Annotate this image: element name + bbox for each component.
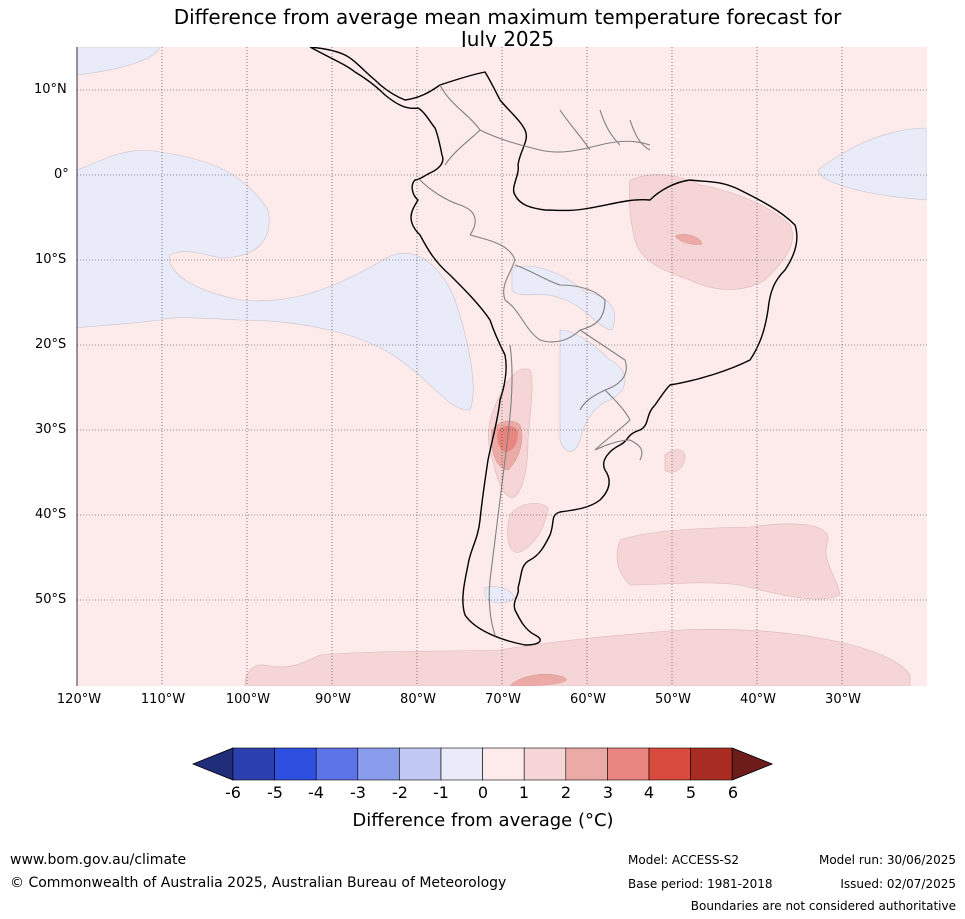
lat-label-10s: 10°S <box>35 252 67 267</box>
map-title-line1: Difference from average mean maximum tem… <box>173 5 842 29</box>
pos-region-ne-brazil <box>628 174 793 290</box>
map-title-line2: July 2025 <box>460 27 555 51</box>
colorbar-arrow-high <box>731 747 774 781</box>
anomaly-regions-1-to-2 <box>244 174 911 686</box>
lat-label-40s: 40°S <box>35 507 67 522</box>
lon-label-30w: 30°W <box>825 692 861 707</box>
border-argentina-brazil <box>594 389 631 451</box>
pos23-region-ne-brazil-spot <box>674 234 703 245</box>
lon-label-100w: 100°W <box>225 692 271 707</box>
colorbar-segment <box>565 747 608 781</box>
graticule <box>77 47 927 686</box>
footer-model-run: Model run: 30/06/2025 <box>818 853 956 867</box>
neg-region-top-left <box>77 47 161 76</box>
anomaly-regions-negative <box>77 47 927 604</box>
pos-region-southern-ocean <box>244 629 911 686</box>
colorbar-label: Difference from average (°C) <box>352 810 614 831</box>
colorbar-segment <box>607 747 650 781</box>
colorbar-segment <box>399 747 442 781</box>
pos23-region-southern-ocean <box>509 674 567 686</box>
border-uruguay <box>594 439 643 461</box>
lat-label-10n: 10°N <box>34 82 67 97</box>
border-guianas <box>559 109 651 151</box>
footer-model: Model: ACCESS-S2 <box>628 853 740 867</box>
colorbar-segment <box>274 747 317 781</box>
border-bolivia <box>504 264 606 343</box>
country-borders <box>419 84 651 636</box>
lat-label-20s: 20°S <box>35 337 67 352</box>
colorbar-tick-3: 3 <box>602 783 614 802</box>
footer-copyright: © Commonwealth of Australia 2025, Austra… <box>10 875 507 891</box>
pos-region-argentina <box>507 502 549 553</box>
colorbar-tick-neg6: -6 <box>225 783 241 802</box>
colorbar-segment <box>440 747 483 781</box>
colorbar-tick-1: 1 <box>518 783 530 802</box>
lon-label-110w: 110°W <box>140 692 186 707</box>
pos-region-south-atlantic <box>616 523 841 600</box>
lon-label-80w: 80°W <box>400 692 436 707</box>
colorbar-tick-neg4: -4 <box>308 783 324 802</box>
neg-region-atlantic <box>817 127 927 201</box>
colorbar-segment <box>315 747 359 781</box>
colorbar-tick-2: 2 <box>560 783 572 802</box>
pos-region-uruguay-coast <box>664 449 686 473</box>
colorbar-tick-6: 6 <box>727 783 739 802</box>
lon-label-70w: 70°W <box>485 692 521 707</box>
colorbar <box>191 747 774 781</box>
colorbar-segment <box>523 747 567 781</box>
neg-region-east-pacific <box>77 150 474 411</box>
lat-label-30s: 30°S <box>35 422 67 437</box>
colorbar-arrow-low <box>191 747 234 781</box>
footer-issued: Issued: 02/07/2025 <box>840 877 956 891</box>
lon-label-40w: 40°W <box>740 692 776 707</box>
lat-label-50s: 50°S <box>35 592 67 607</box>
lon-label-120w: 120°W <box>56 692 102 707</box>
colorbar-tick-4: 4 <box>643 783 655 802</box>
footer-base-period: Base period: 1981-2018 <box>628 877 773 891</box>
colorbar-tick-neg2: -2 <box>392 783 408 802</box>
colorbar-segment <box>232 747 275 781</box>
border-chile-argentina <box>488 344 513 636</box>
colorbar-segment <box>482 747 525 781</box>
colorbar-segment <box>357 747 400 781</box>
colorbar-tick-5: 5 <box>685 783 697 802</box>
colorbar-tick-neg1: -1 <box>433 783 449 802</box>
colorbar-segment <box>648 747 691 781</box>
footer-url[interactable]: www.bom.gov.au/climate <box>10 852 187 868</box>
footer-disclaimer: Boundaries are not considered authoritat… <box>690 899 956 913</box>
colorbar-tick-neg5: -5 <box>267 783 283 802</box>
neg-region-paraguay <box>559 329 626 452</box>
border-venezuela-brazil <box>479 129 651 153</box>
border-ecuador-peru <box>419 179 476 236</box>
neg-region-bolivia <box>511 265 615 331</box>
colorbar-tick-0: 0 <box>477 783 489 802</box>
colorbar-segment <box>690 747 733 781</box>
lon-label-60w: 60°W <box>570 692 606 707</box>
lon-label-50w: 50°W <box>655 692 691 707</box>
lon-label-90w: 90°W <box>315 692 351 707</box>
lat-label-0: 0° <box>54 167 69 182</box>
colorbar-tick-neg3: -3 <box>350 783 366 802</box>
